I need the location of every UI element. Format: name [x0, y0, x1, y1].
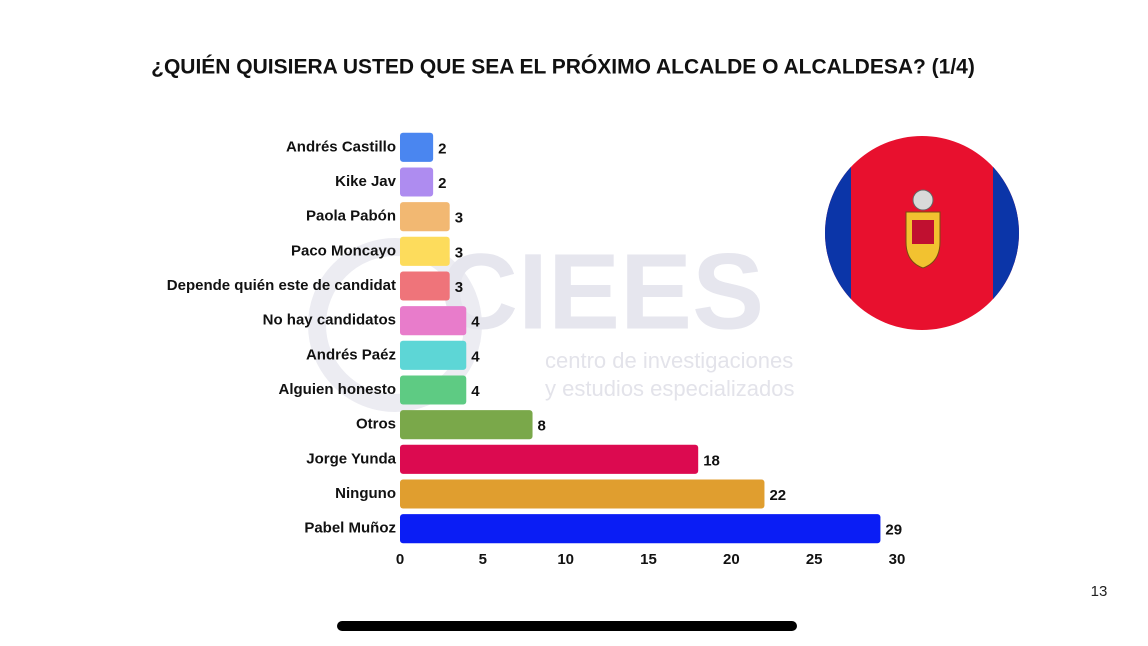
- bar: [400, 410, 533, 440]
- y-tick-label: Depende quién este de candidat: [167, 277, 396, 294]
- x-tick-label: 25: [806, 551, 823, 568]
- y-tick-label: Alguien honesto: [279, 381, 397, 398]
- x-tick-label: 20: [723, 551, 740, 568]
- value-label: 3: [455, 244, 463, 261]
- watermark-line: y estudios especializados: [545, 376, 794, 401]
- bar: [400, 132, 434, 162]
- bar: [400, 202, 450, 232]
- y-tick-label: No hay candidatos: [263, 312, 396, 329]
- value-label: 18: [703, 452, 720, 469]
- value-label: 3: [455, 279, 463, 296]
- x-tick-label: 15: [640, 551, 657, 568]
- page-number: 13: [1091, 583, 1108, 600]
- bar: [400, 340, 467, 370]
- home-indicator: [337, 621, 797, 631]
- y-tick-label: Andrés Paéz: [306, 346, 396, 363]
- watermark: CIEES centro de investigaciones y estudi…: [308, 231, 794, 412]
- value-label: 4: [471, 314, 480, 331]
- bar: [400, 444, 699, 474]
- value-label: 22: [769, 487, 786, 504]
- value-label: 4: [471, 383, 480, 400]
- bar: [400, 271, 450, 301]
- y-tick-label: Otros: [356, 416, 396, 433]
- y-tick-label: Ninguno: [335, 485, 396, 502]
- value-label: 2: [438, 175, 446, 192]
- value-label: 29: [885, 522, 902, 539]
- watermark-brand: CIEES: [440, 231, 764, 352]
- y-tick-label: Paco Moncayo: [291, 242, 396, 259]
- value-label: 4: [471, 348, 480, 365]
- bar: [400, 375, 467, 405]
- value-label: 8: [538, 418, 546, 435]
- bar: [400, 236, 450, 266]
- bar: [400, 514, 881, 544]
- value-label: 2: [438, 140, 446, 157]
- flag: [825, 136, 1019, 330]
- y-tick-label: Kike Jav: [335, 173, 397, 190]
- y-tick-label: Pabel Muñoz: [304, 520, 396, 537]
- bar: [400, 306, 467, 336]
- x-tick-label: 0: [396, 551, 404, 568]
- y-tick-label: Jorge Yunda: [306, 450, 396, 467]
- value-label: 3: [455, 210, 463, 227]
- watermark-logo: [308, 238, 482, 412]
- x-tick-label: 10: [557, 551, 574, 568]
- x-tick-label: 5: [479, 551, 487, 568]
- chart-title: ¿QUIÉN QUISIERA USTED QUE SEA EL PRÓXIMO…: [151, 55, 975, 79]
- bar: [400, 479, 765, 509]
- x-tick-label: 30: [889, 551, 906, 568]
- y-tick-label: Paola Pabón: [306, 208, 396, 225]
- plot: 0 5 10 15 20 25 30 Andrés Castillo 2 Kike Jav 2 Pao…: [167, 132, 906, 568]
- watermark-line: centro de investigaciones: [545, 348, 793, 373]
- bar: [400, 167, 434, 197]
- y-tick-label: Andrés Castillo: [286, 138, 396, 155]
